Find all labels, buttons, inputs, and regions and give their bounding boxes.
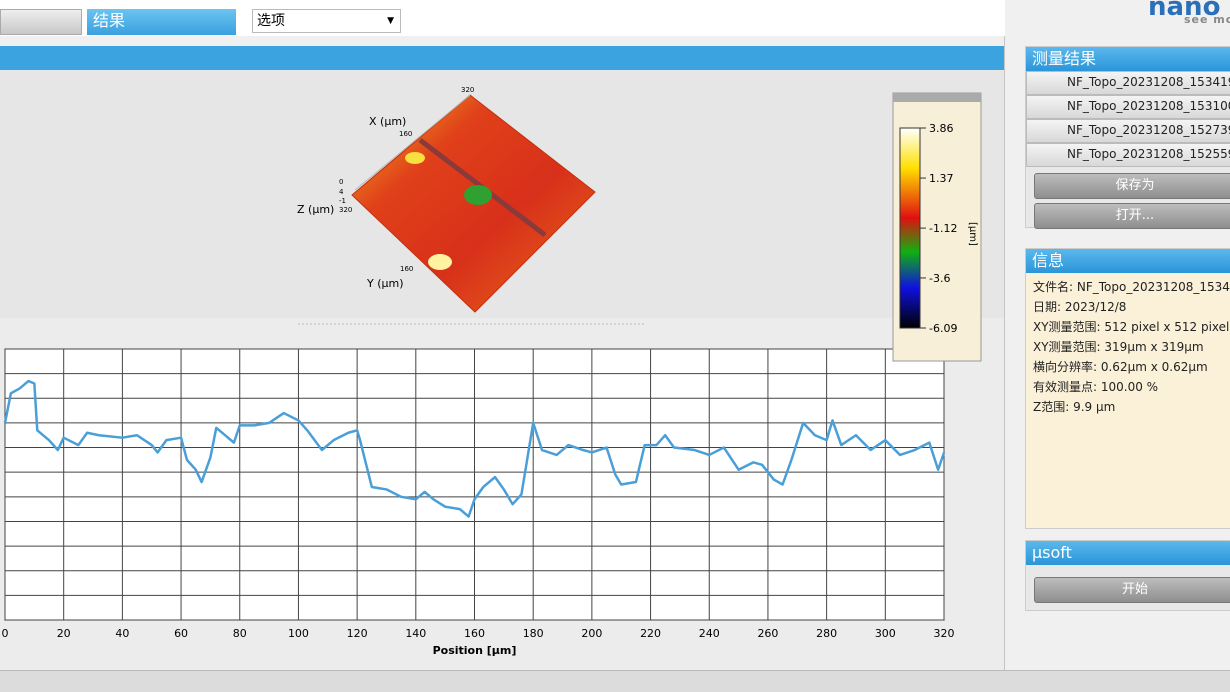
colorbar-unit: [µm] <box>967 222 978 246</box>
z-axis-tick: 0 <box>339 178 343 186</box>
axis-3d <box>354 94 471 191</box>
surface-feature <box>405 152 425 164</box>
x-tick-label: 20 <box>57 627 71 640</box>
file-item[interactable]: NF_Topo_20231208_153419. <box>1026 71 1230 95</box>
colorbar-titlebar <box>893 93 981 102</box>
x-tick-label: 0 <box>2 627 9 640</box>
panel-header <box>0 46 1004 70</box>
panel-title: µsoft <box>1026 541 1230 565</box>
x-tick-label: 80 <box>233 627 247 640</box>
y-axis-tick: 160 <box>400 265 413 273</box>
x-tick-label: 160 <box>464 627 485 640</box>
button[interactable]: 打开... <box>1034 203 1230 229</box>
x-tick-label: 100 <box>288 627 309 640</box>
x-axis-title: Position [µm] <box>433 644 517 657</box>
z-axis-tick: -1 <box>339 197 346 205</box>
button[interactable]: 保存为 <box>1034 173 1230 199</box>
file-item[interactable]: NF_Topo_20231208_152739. <box>1026 119 1230 143</box>
tab-active[interactable]: 结果 <box>87 9 236 35</box>
logo: nano <box>1148 0 1221 22</box>
x-tick-label: 260 <box>757 627 778 640</box>
logo-tagline: see mo <box>1184 13 1230 26</box>
tab[interactable] <box>0 9 82 35</box>
surface-feature <box>464 185 492 205</box>
x-tick-label: 200 <box>581 627 602 640</box>
x-tick-label: 140 <box>405 627 426 640</box>
x-tick-label: 40 <box>115 627 129 640</box>
colorbar-tick-label: 1.37 <box>929 172 954 185</box>
file-item[interactable]: NF_Topo_20231208_152559. <box>1026 143 1230 167</box>
colorbar-tick-label: -1.12 <box>929 222 957 235</box>
colorbar <box>899 127 921 329</box>
x-tick-label: 280 <box>816 627 837 640</box>
measurement-view: X (µm) Z (µm) Y (µm) 320 160 0 4 -1 320 … <box>0 0 1005 670</box>
button[interactable]: 开始 <box>1034 577 1230 603</box>
x-axis-tick: 320 <box>461 86 474 94</box>
x-tick-label: 120 <box>347 627 368 640</box>
dropdown-arrow: ▼ <box>387 16 394 26</box>
z-axis-tick: 320 <box>339 206 352 214</box>
info-line: 横向分辨率: 0.62µm x 0.62µm <box>1033 360 1208 374</box>
info-line: XY测量范围: 319µm x 319µm <box>1033 340 1204 354</box>
colorbar-tick-label: -6.09 <box>929 322 957 335</box>
z-axis-tick: 4 <box>339 188 344 196</box>
x-tick-label: 220 <box>640 627 661 640</box>
info-line: XY测量范围: 512 pixel x 512 pixel <box>1033 320 1230 334</box>
panel-title: 信息 <box>1026 249 1230 273</box>
surface-feature <box>428 254 452 270</box>
z-axis-label: Z (µm) <box>297 203 334 216</box>
file-item[interactable]: NF_Topo_20231208_153100. <box>1026 95 1230 119</box>
dropdown[interactable]: 选项 ▼ <box>252 9 401 33</box>
results-panel: 测量结果 NF_Topo_20231208_153419. NF_Topo_202… <box>1025 46 1230 229</box>
info-line: 日期: 2023/12/8 <box>1033 300 1127 314</box>
profile-line <box>3 379 946 518</box>
usoft-panel: µsoft 开始 <box>1025 540 1230 611</box>
colorbar-tick-label: 3.86 <box>929 122 954 135</box>
info-panel: 信息 文件名: NF_Topo_20231208_1534 日期: 2023/12… <box>1025 248 1230 529</box>
status-bar <box>0 670 1230 692</box>
x-tick-label: 240 <box>699 627 720 640</box>
dropdown-text: 选项 <box>257 13 285 29</box>
y-axis-label: Y (µm) <box>366 277 404 290</box>
panel-title: 测量结果 <box>1026 47 1230 71</box>
info-line: Z范围: 9.9 µm <box>1033 400 1116 414</box>
info-line: 文件名: NF_Topo_20231208_1534 <box>1033 280 1230 294</box>
x-axis-label: X (µm) <box>369 115 406 128</box>
x-tick-label: 300 <box>875 627 896 640</box>
x-axis-tick: 160 <box>399 130 412 138</box>
x-tick-label: 60 <box>174 627 188 640</box>
colorbar-tick-label: -3.6 <box>929 272 950 285</box>
info-line: 有效测量点: 100.00 % <box>1033 380 1159 394</box>
x-tick-label: 320 <box>934 627 955 640</box>
x-tick-label: 180 <box>523 627 544 640</box>
